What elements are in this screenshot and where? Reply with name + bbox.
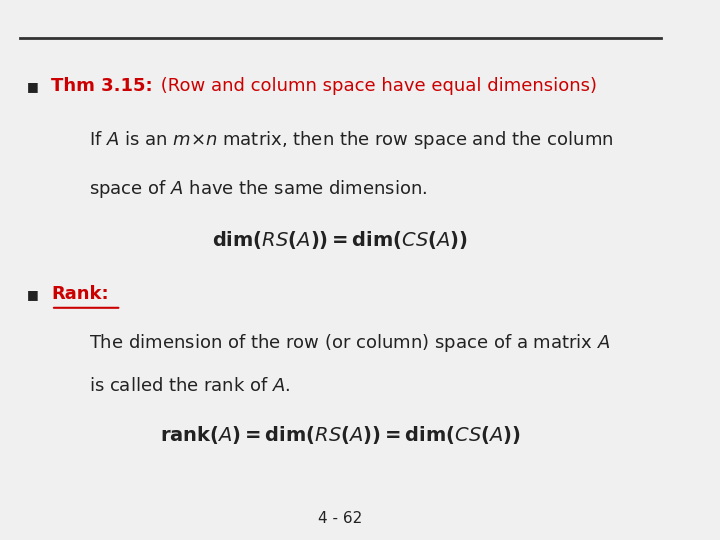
Text: (Row and column space have equal dimensions): (Row and column space have equal dimensi… bbox=[156, 77, 598, 96]
Text: space of $A$ have the same dimension.: space of $A$ have the same dimension. bbox=[89, 178, 427, 200]
Text: The dimension of the row (or column) space of a matrix $A$: The dimension of the row (or column) spa… bbox=[89, 332, 610, 354]
Text: 4 - 62: 4 - 62 bbox=[318, 511, 363, 526]
Text: Thm 3.15:: Thm 3.15: bbox=[51, 77, 153, 96]
Text: Rank:: Rank: bbox=[51, 285, 109, 303]
Text: $\mathbf{dim(}\mathit{RS}\mathbf{(}\mathit{A}\mathbf{)) = dim(}\mathit{CS}\mathb: $\mathbf{dim(}\mathit{RS}\mathbf{(}\math… bbox=[212, 230, 469, 251]
Text: ■: ■ bbox=[27, 80, 39, 93]
Text: If $A$ is an $m$$\times$$n$ matrix, then the row space and the column: If $A$ is an $m$$\times$$n$ matrix, then… bbox=[89, 130, 613, 151]
Text: ■: ■ bbox=[27, 288, 39, 301]
Text: $\mathbf{rank(}\mathit{A}\mathbf{) = dim(}\mathit{RS}\mathbf{(}\mathit{A}\mathbf: $\mathbf{rank(}\mathit{A}\mathbf{) = dim… bbox=[160, 424, 521, 446]
Text: is called the rank of $A$.: is called the rank of $A$. bbox=[89, 377, 290, 395]
